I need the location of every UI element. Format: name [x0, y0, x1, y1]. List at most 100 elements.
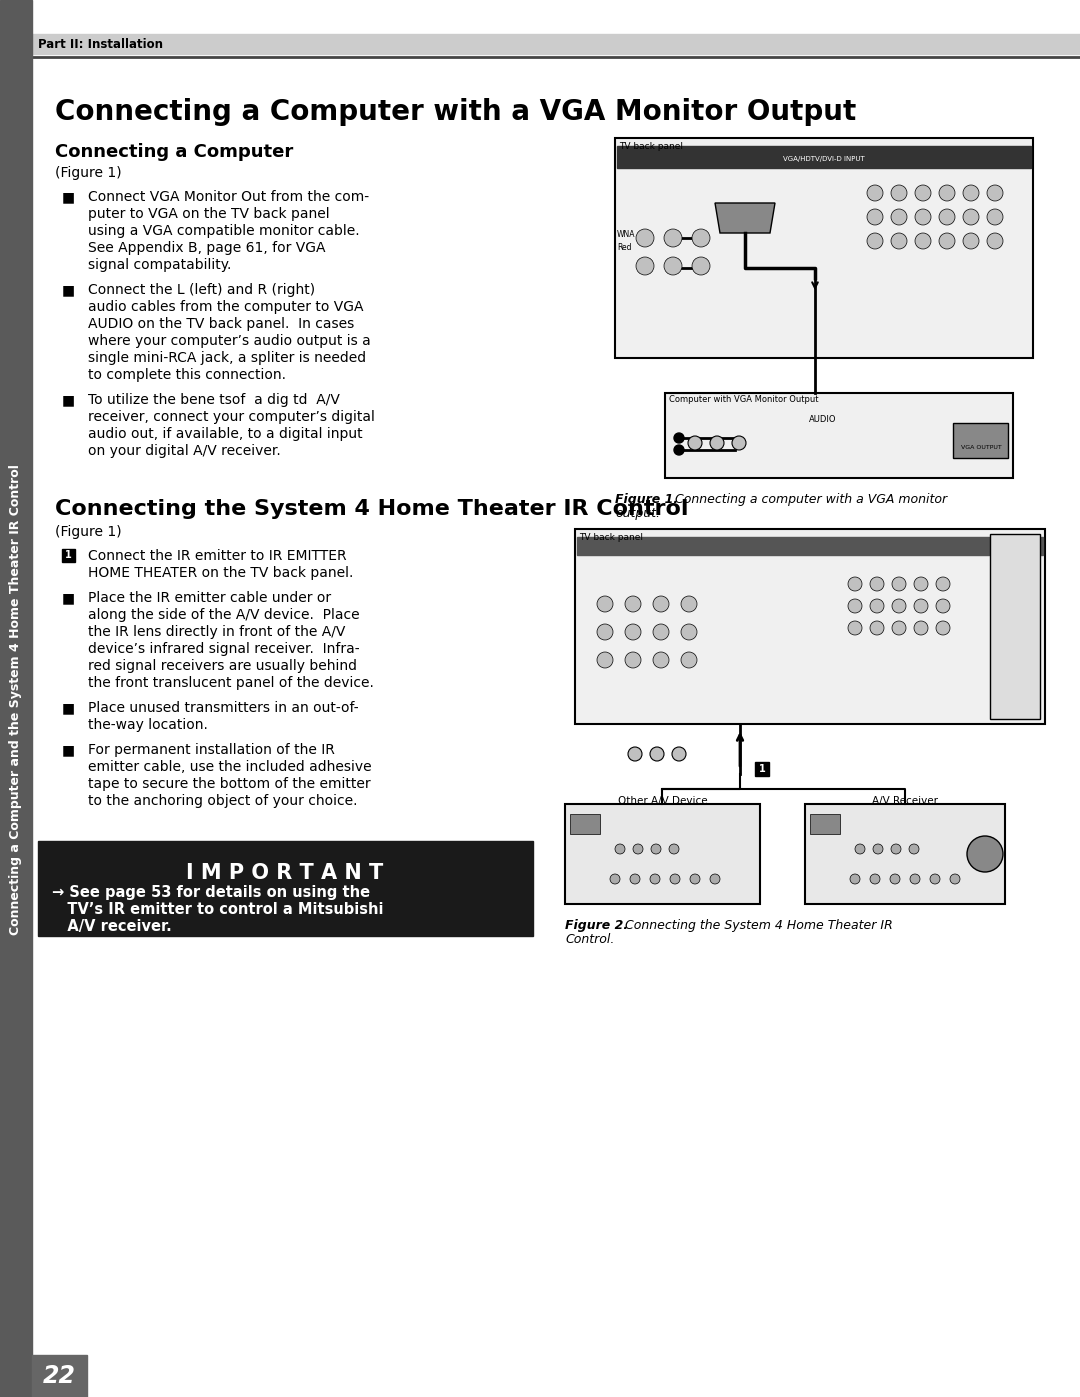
- Text: receiver, connect your computer’s digital: receiver, connect your computer’s digita…: [87, 409, 375, 425]
- Circle shape: [650, 875, 660, 884]
- Text: Connect VGA Monitor Out from the com-: Connect VGA Monitor Out from the com-: [87, 190, 369, 204]
- Text: on your digital A/V receiver.: on your digital A/V receiver.: [87, 444, 281, 458]
- Text: AUDIO: AUDIO: [809, 415, 837, 425]
- Circle shape: [710, 436, 724, 450]
- Text: device’s infrared signal receiver.  Infra-: device’s infrared signal receiver. Infra…: [87, 643, 360, 657]
- Circle shape: [870, 599, 885, 613]
- Text: audio out, if available, to a digital input: audio out, if available, to a digital in…: [87, 427, 363, 441]
- Circle shape: [710, 875, 720, 884]
- Circle shape: [674, 433, 684, 443]
- Circle shape: [664, 257, 681, 275]
- Circle shape: [681, 652, 697, 668]
- Circle shape: [870, 875, 880, 884]
- Circle shape: [630, 875, 640, 884]
- Circle shape: [914, 599, 928, 613]
- Circle shape: [690, 875, 700, 884]
- Text: TV back panel: TV back panel: [619, 142, 683, 151]
- Circle shape: [870, 577, 885, 591]
- Circle shape: [914, 577, 928, 591]
- Text: Figure 2.: Figure 2.: [565, 919, 629, 932]
- Circle shape: [987, 210, 1003, 225]
- Circle shape: [848, 577, 862, 591]
- Text: to complete this connection.: to complete this connection.: [87, 367, 286, 381]
- Circle shape: [636, 257, 654, 275]
- Text: ■: ■: [62, 284, 76, 298]
- Circle shape: [867, 184, 883, 201]
- Text: 1: 1: [758, 764, 766, 774]
- Circle shape: [610, 875, 620, 884]
- Text: where your computer’s audio output is a: where your computer’s audio output is a: [87, 334, 370, 348]
- Text: the IR lens directly in front of the A/V: the IR lens directly in front of the A/V: [87, 624, 346, 638]
- Text: tape to secure the bottom of the emitter: tape to secure the bottom of the emitter: [87, 777, 370, 791]
- Text: using a VGA compatible monitor cable.: using a VGA compatible monitor cable.: [87, 224, 360, 237]
- Bar: [62, 549, 75, 562]
- Circle shape: [732, 436, 746, 450]
- Circle shape: [850, 875, 860, 884]
- Text: along the side of the A/V device.  Place: along the side of the A/V device. Place: [87, 608, 360, 622]
- Circle shape: [909, 844, 919, 854]
- Bar: [665, 393, 1013, 478]
- Circle shape: [625, 652, 642, 668]
- Circle shape: [891, 210, 907, 225]
- Circle shape: [669, 844, 679, 854]
- Circle shape: [936, 577, 950, 591]
- Bar: [615, 138, 1032, 358]
- Text: emitter cable, use the included adhesive: emitter cable, use the included adhesive: [87, 760, 372, 774]
- Bar: [0, 0, 32, 1397]
- Circle shape: [963, 210, 978, 225]
- Circle shape: [855, 844, 865, 854]
- Text: HOME THEATER on the TV back panel.: HOME THEATER on the TV back panel.: [87, 566, 353, 580]
- Text: Computer with VGA Monitor Output: Computer with VGA Monitor Output: [669, 395, 819, 404]
- Bar: [805, 805, 1005, 904]
- Text: Place the IR emitter cable under or: Place the IR emitter cable under or: [87, 591, 332, 605]
- Circle shape: [597, 597, 613, 612]
- Circle shape: [848, 599, 862, 613]
- Text: Part II: Installation: Part II: Installation: [38, 38, 163, 52]
- Circle shape: [867, 210, 883, 225]
- Bar: [953, 423, 1008, 458]
- Text: AUDIO on the TV back panel.  In cases: AUDIO on the TV back panel. In cases: [87, 317, 354, 331]
- Circle shape: [873, 844, 883, 854]
- Circle shape: [870, 622, 885, 636]
- Text: ■: ■: [62, 190, 76, 204]
- Circle shape: [915, 233, 931, 249]
- Text: audio cables from the computer to VGA: audio cables from the computer to VGA: [87, 300, 364, 314]
- Text: Connect the IR emitter to IR EMITTER: Connect the IR emitter to IR EMITTER: [87, 549, 347, 563]
- Circle shape: [653, 652, 669, 668]
- Bar: [990, 534, 1040, 719]
- Text: → See page 53 for details on using the: → See page 53 for details on using the: [52, 886, 370, 900]
- Circle shape: [939, 184, 955, 201]
- Text: to the anchoring object of your choice.: to the anchoring object of your choice.: [87, 793, 357, 807]
- Text: ■: ■: [62, 393, 76, 407]
- Circle shape: [664, 229, 681, 247]
- Circle shape: [915, 210, 931, 225]
- Text: Other A/V Device: Other A/V Device: [618, 796, 707, 806]
- Text: ■: ■: [62, 701, 76, 715]
- Text: Control.: Control.: [565, 933, 615, 946]
- Text: (Figure 1): (Figure 1): [55, 525, 122, 539]
- Text: 1: 1: [65, 550, 72, 560]
- Circle shape: [848, 622, 862, 636]
- Circle shape: [930, 875, 940, 884]
- Text: the front translucent panel of the device.: the front translucent panel of the devic…: [87, 676, 374, 690]
- Circle shape: [672, 747, 686, 761]
- Text: 22: 22: [42, 1363, 76, 1389]
- Circle shape: [627, 747, 642, 761]
- Circle shape: [651, 844, 661, 854]
- Bar: [575, 529, 1045, 724]
- Circle shape: [692, 257, 710, 275]
- Text: Figure 1.: Figure 1.: [615, 493, 678, 506]
- Text: Connecting a Computer: Connecting a Computer: [55, 142, 294, 161]
- Polygon shape: [715, 203, 775, 233]
- Text: A/V receiver.: A/V receiver.: [52, 919, 172, 935]
- Text: A/V Receiver: A/V Receiver: [872, 796, 939, 806]
- Circle shape: [670, 875, 680, 884]
- Text: TV back panel: TV back panel: [579, 534, 643, 542]
- Circle shape: [939, 210, 955, 225]
- Text: single mini-RCA jack, a spliter is needed: single mini-RCA jack, a spliter is neede…: [87, 351, 366, 365]
- Text: Connecting a Computer and the System 4 Home Theater IR Control: Connecting a Computer and the System 4 H…: [10, 465, 23, 936]
- Circle shape: [987, 184, 1003, 201]
- Text: the-way location.: the-way location.: [87, 718, 207, 732]
- Circle shape: [950, 875, 960, 884]
- Circle shape: [892, 577, 906, 591]
